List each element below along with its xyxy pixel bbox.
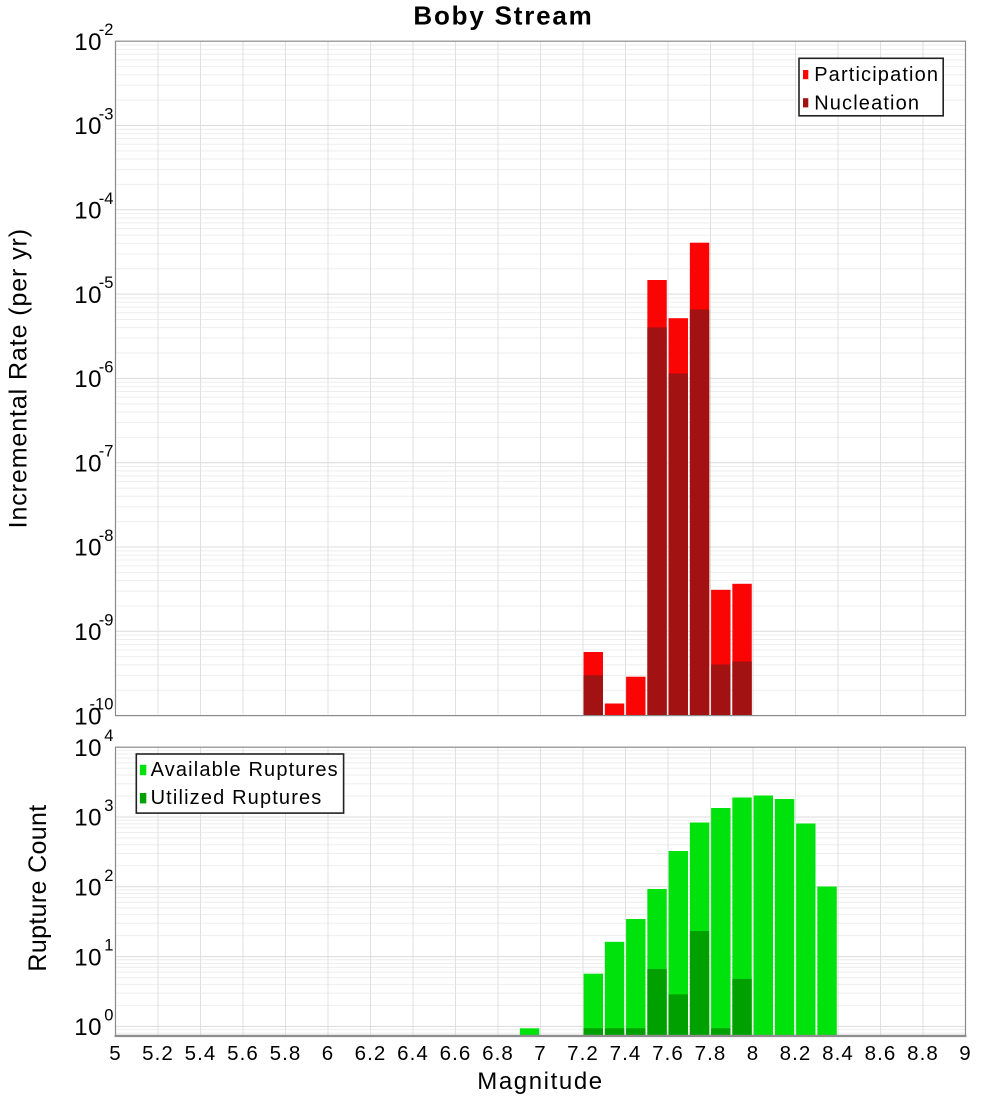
svg-text:Magnitude: Magnitude (477, 1068, 603, 1095)
svg-text:10: 10 (74, 1014, 102, 1041)
svg-text:8.4: 8.4 (822, 1042, 854, 1065)
svg-text:7.8: 7.8 (695, 1042, 727, 1065)
svg-text:7.6: 7.6 (652, 1042, 684, 1065)
svg-text:10: 10 (74, 735, 102, 762)
svg-text:-5: -5 (99, 274, 114, 292)
svg-text:-3: -3 (99, 106, 114, 124)
svg-text:6: 6 (322, 1042, 335, 1065)
svg-text:8.2: 8.2 (780, 1042, 812, 1065)
svg-text:10: 10 (74, 282, 102, 309)
svg-text:10: 10 (74, 535, 102, 562)
svg-text:10: 10 (74, 113, 102, 140)
svg-text:5.4: 5.4 (185, 1042, 217, 1065)
svg-text:Rupture Count: Rupture Count (24, 804, 52, 971)
svg-text:3: 3 (104, 797, 113, 815)
svg-text:Incremental Rate (per yr): Incremental Rate (per yr) (4, 228, 32, 528)
svg-text:6.8: 6.8 (482, 1042, 514, 1065)
svg-text:5.8: 5.8 (270, 1042, 302, 1065)
svg-text:Available Ruptures: Available Ruptures (151, 759, 339, 781)
svg-text:Boby Stream: Boby Stream (413, 0, 593, 30)
svg-text:4: 4 (104, 727, 113, 745)
svg-text:-6: -6 (99, 358, 114, 376)
svg-text:10: 10 (74, 875, 102, 902)
svg-text:5.6: 5.6 (227, 1042, 259, 1065)
svg-text:6.6: 6.6 (440, 1042, 472, 1065)
svg-text:5: 5 (109, 1042, 122, 1065)
svg-text:0: 0 (104, 1006, 113, 1024)
svg-text:-8: -8 (99, 527, 114, 545)
svg-text:-4: -4 (99, 190, 114, 208)
svg-text:-9: -9 (99, 611, 114, 629)
svg-text:6.2: 6.2 (355, 1042, 387, 1065)
svg-text:2: 2 (104, 867, 113, 885)
svg-text:10: 10 (74, 198, 102, 225)
svg-text:10: 10 (74, 944, 102, 971)
svg-text:6.4: 6.4 (397, 1042, 429, 1065)
svg-text:10: 10 (74, 450, 102, 477)
svg-text:Utilized Ruptures: Utilized Ruptures (151, 787, 323, 809)
svg-text:Nucleation: Nucleation (814, 92, 920, 114)
svg-text:10: 10 (74, 703, 102, 730)
svg-text:10: 10 (74, 29, 102, 56)
svg-text:10: 10 (74, 805, 102, 832)
svg-text:8.8: 8.8 (907, 1042, 939, 1065)
svg-text:5.2: 5.2 (142, 1042, 174, 1065)
svg-text:7.2: 7.2 (567, 1042, 599, 1065)
svg-text:Participation: Participation (814, 64, 939, 86)
svg-text:-2: -2 (99, 21, 114, 39)
svg-text:7: 7 (534, 1042, 547, 1065)
svg-text:-10: -10 (90, 696, 114, 714)
svg-text:10: 10 (74, 366, 102, 393)
svg-text:8.6: 8.6 (865, 1042, 897, 1065)
svg-text:-7: -7 (99, 443, 114, 461)
svg-text:10: 10 (74, 619, 102, 646)
svg-text:9: 9 (959, 1042, 972, 1065)
svg-text:1: 1 (104, 937, 113, 955)
svg-text:7.4: 7.4 (610, 1042, 642, 1065)
svg-text:8: 8 (747, 1042, 760, 1065)
